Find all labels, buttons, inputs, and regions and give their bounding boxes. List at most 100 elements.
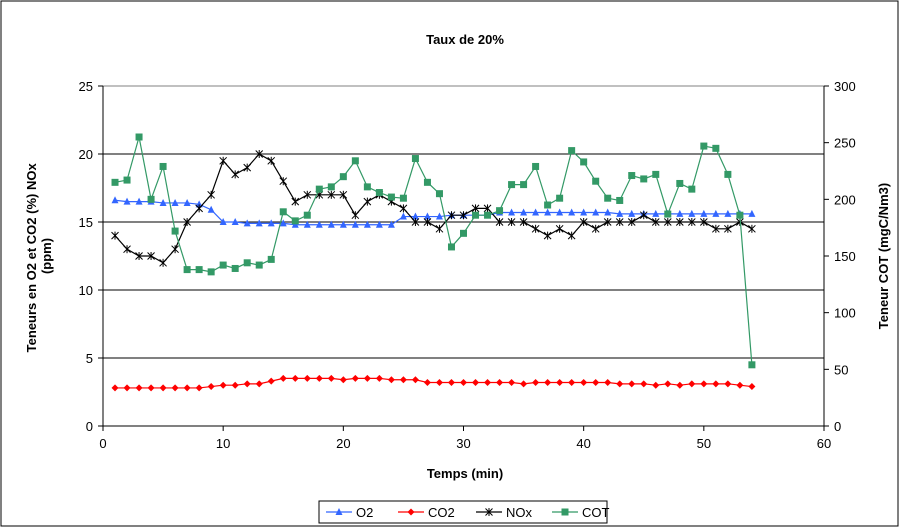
data-point-o2 (399, 212, 407, 220)
y-right-tick-label: 0 (834, 419, 841, 434)
y-axis-right-label: Teneur COT (mgC/Nm3) (876, 183, 891, 329)
data-point-o2 (604, 208, 612, 216)
data-point-o2 (303, 220, 311, 228)
data-point-co2 (279, 374, 287, 382)
y-right-tick-label: 250 (834, 136, 856, 151)
data-point-cot (748, 361, 756, 369)
y-left-tick-label: 5 (86, 351, 93, 366)
data-point-nox (291, 197, 300, 206)
data-point-co2 (219, 381, 227, 389)
data-point-cot (267, 255, 275, 263)
data-point-co2 (700, 380, 708, 388)
data-point-co2 (640, 380, 648, 388)
data-point-co2 (592, 378, 600, 386)
data-point-cot (640, 175, 648, 183)
data-point-cot (496, 207, 504, 215)
data-point-o2 (508, 208, 516, 216)
data-point-nox (411, 218, 420, 226)
data-point-co2 (207, 383, 215, 391)
data-point-co2 (604, 378, 612, 386)
data-point-nox (675, 218, 684, 226)
data-point-cot (676, 179, 684, 187)
data-point-nox (639, 211, 648, 220)
data-point-cot (460, 229, 467, 237)
y-axis-left-label-line1: Teneurs en O2 et CO2 (%) NOx (24, 163, 39, 353)
data-point-o2 (267, 219, 275, 227)
data-point-o2 (327, 220, 335, 228)
data-point-co2 (460, 378, 467, 386)
data-point-co2 (664, 380, 672, 388)
data-point-nox (447, 211, 456, 220)
series-cot (111, 133, 756, 369)
data-point-cot (171, 227, 179, 235)
data-point-cot (291, 217, 299, 225)
data-point-o2 (183, 198, 191, 206)
data-point-nox (435, 224, 444, 233)
legend-item-o2: O2 (326, 505, 373, 520)
data-point-co2 (291, 374, 299, 382)
data-point-co2 (255, 380, 263, 388)
data-point-co2 (736, 381, 744, 389)
data-point-co2 (123, 384, 131, 392)
data-point-co2 (159, 384, 167, 392)
legend-item-nox: NOx (476, 505, 533, 520)
data-point-nox (267, 156, 276, 165)
data-point-co2 (363, 374, 371, 382)
data-point-o2 (616, 209, 624, 217)
data-point-nox (724, 224, 732, 233)
data-point-nox (748, 224, 756, 233)
data-point-cot (147, 195, 155, 203)
data-point-cot (231, 264, 239, 272)
data-point-co2 (616, 380, 624, 388)
data-point-nox (243, 163, 252, 172)
data-point-cot (724, 170, 732, 178)
data-point-o2 (351, 220, 359, 228)
data-point-co2 (303, 374, 311, 382)
data-point-co2 (339, 376, 347, 384)
data-point-cot (544, 201, 552, 209)
data-point-cot (219, 261, 227, 269)
data-point-co2 (411, 376, 419, 384)
data-point-o2 (159, 198, 167, 206)
data-point-cot (484, 211, 492, 219)
y-left-tick-label: 10 (79, 283, 93, 298)
data-point-nox (183, 218, 191, 226)
data-point-co2 (688, 380, 696, 388)
legend-label-cot: COT (582, 505, 610, 520)
data-point-cot (303, 211, 311, 219)
data-point-nox (711, 224, 720, 233)
series-co2 (111, 374, 756, 392)
data-point-cot (616, 196, 624, 204)
data-point-nox (303, 190, 312, 199)
data-point-cot (243, 259, 251, 267)
data-point-o2 (171, 198, 179, 206)
chart-title: Taux de 20% (426, 32, 504, 47)
y-axis-left-label-line2: (ppm) (39, 238, 54, 274)
data-point-co2 (556, 378, 564, 386)
data-point-o2 (748, 209, 756, 217)
data-point-co2 (315, 374, 323, 382)
series-line-nox (114, 153, 753, 264)
y-left-tick-label: 0 (86, 419, 93, 434)
data-point-cot (700, 142, 708, 150)
data-point-nox (123, 245, 131, 254)
data-point-o2 (568, 208, 576, 216)
data-point-co2 (447, 378, 455, 386)
data-point-nox (351, 211, 360, 220)
data-point-co2 (387, 376, 395, 384)
series-layer (111, 133, 756, 392)
data-point-o2 (111, 196, 119, 204)
y-right-tick-label: 200 (834, 192, 856, 207)
data-point-nox (327, 190, 336, 199)
data-point-cot (207, 268, 215, 276)
data-point-nox (135, 252, 143, 260)
data-point-nox (507, 218, 516, 226)
data-point-co2 (568, 378, 576, 386)
y-right-tick-label: 100 (834, 306, 856, 321)
data-point-nox (339, 190, 348, 199)
data-point-cot (532, 162, 540, 170)
data-point-cot (556, 194, 564, 202)
data-point-cot (664, 210, 672, 218)
data-point-co2 (652, 381, 660, 389)
